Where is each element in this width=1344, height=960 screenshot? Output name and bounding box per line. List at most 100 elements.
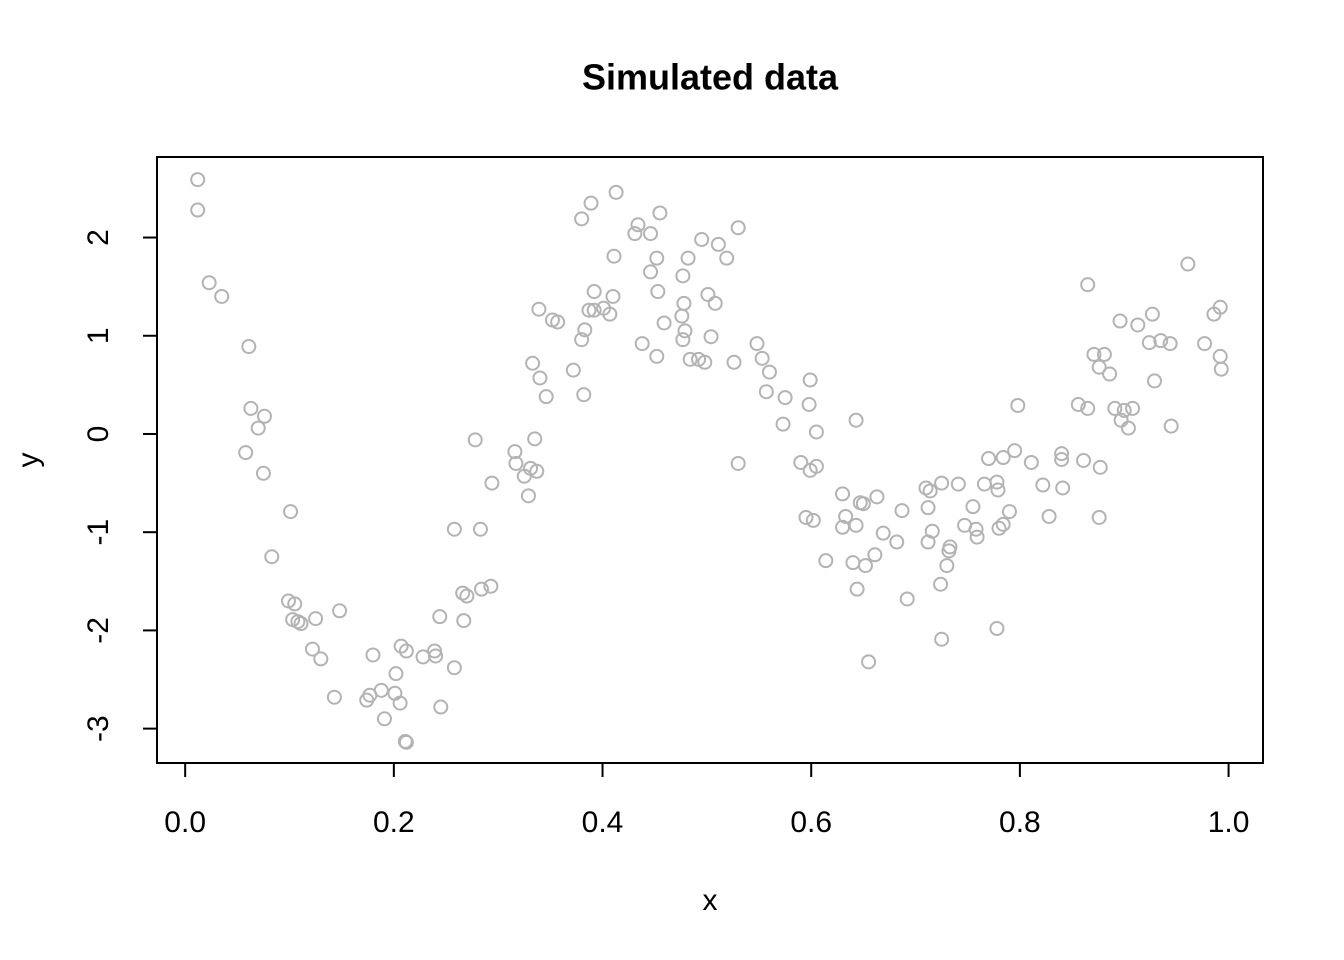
point (428, 648, 444, 664)
point (467, 432, 483, 448)
point (801, 397, 817, 413)
x-tick-label: 0.6 (790, 806, 832, 839)
point (532, 370, 548, 386)
point (802, 372, 818, 388)
point (889, 534, 905, 550)
plot-frame (156, 156, 1264, 764)
x-tick-label: 0.2 (373, 806, 415, 839)
point (508, 455, 524, 471)
point (707, 295, 723, 311)
point (574, 332, 590, 348)
point (861, 654, 877, 670)
chart-title: Simulated data (582, 57, 839, 98)
point (918, 480, 934, 496)
point (606, 248, 622, 264)
point (875, 525, 891, 541)
point (627, 226, 643, 242)
point (934, 475, 950, 491)
point (1163, 418, 1179, 434)
point (726, 354, 742, 370)
point (719, 250, 735, 266)
point (432, 609, 448, 625)
point (894, 503, 910, 519)
y-tick-label: 2 (82, 229, 115, 246)
point (924, 523, 940, 539)
point (838, 508, 854, 524)
point (365, 647, 381, 663)
point (1041, 508, 1057, 524)
point (652, 205, 668, 221)
point (808, 424, 824, 440)
point (577, 322, 593, 338)
point (472, 521, 488, 537)
point (1102, 366, 1118, 382)
point (1091, 509, 1107, 525)
x-tick-label: 0.8 (999, 806, 1041, 839)
point (630, 217, 646, 233)
point (855, 496, 871, 512)
point (976, 476, 992, 492)
point (676, 295, 692, 311)
point (565, 362, 581, 378)
point (934, 631, 950, 647)
point (520, 488, 536, 504)
point (574, 211, 590, 227)
point (674, 308, 690, 324)
point (845, 555, 861, 571)
point (869, 489, 885, 505)
point (965, 499, 981, 515)
point (1146, 373, 1162, 389)
point (446, 660, 462, 676)
point (941, 543, 957, 559)
point (255, 465, 271, 481)
point (1076, 452, 1092, 468)
point (1023, 454, 1039, 470)
point (777, 390, 793, 406)
point (939, 558, 955, 574)
point (398, 643, 414, 659)
point (459, 588, 475, 604)
point (1054, 446, 1070, 462)
point (608, 184, 624, 200)
point (287, 596, 303, 612)
point (1212, 299, 1228, 315)
y-tick-label: -2 (82, 617, 115, 644)
point (1180, 256, 1196, 272)
point (1125, 400, 1141, 416)
point (730, 455, 746, 471)
y-tick-label: 0 (82, 426, 115, 443)
point (484, 475, 500, 491)
point (1070, 397, 1086, 413)
point (848, 412, 864, 428)
point (677, 323, 693, 339)
x-tick-label: 1.0 (1208, 806, 1250, 839)
point (1144, 306, 1160, 322)
point (1153, 333, 1169, 349)
point (656, 315, 672, 331)
point (388, 666, 404, 682)
point (697, 354, 713, 370)
point (1001, 504, 1017, 520)
point (1162, 336, 1178, 352)
point (190, 202, 206, 218)
point (981, 451, 997, 467)
point (483, 578, 499, 594)
point (710, 236, 726, 252)
point (392, 695, 408, 711)
point (694, 232, 710, 248)
point (730, 220, 746, 236)
point (581, 302, 597, 318)
point (818, 553, 834, 569)
point (920, 500, 936, 516)
point (293, 616, 309, 632)
point (749, 336, 765, 352)
point (1107, 400, 1123, 416)
x-tick-label: 0.4 (582, 806, 624, 839)
point (950, 476, 966, 492)
point (433, 699, 449, 715)
point (602, 306, 618, 322)
point (376, 711, 392, 727)
point (1035, 477, 1051, 493)
point (1054, 452, 1070, 468)
